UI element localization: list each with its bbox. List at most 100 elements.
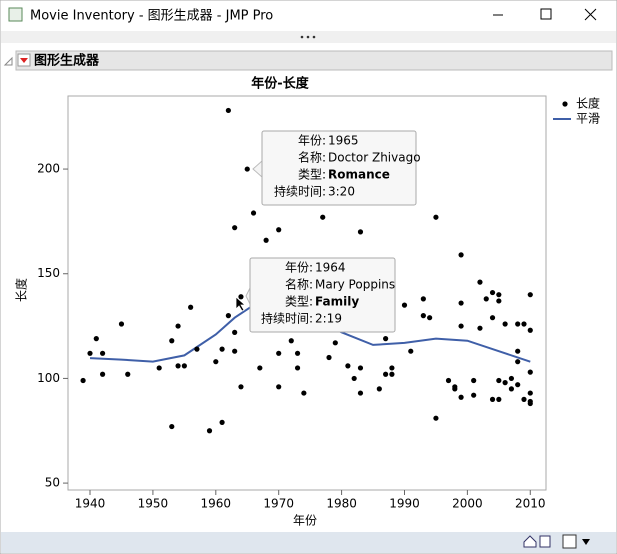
- point: [80, 377, 86, 384]
- tooltip: [249, 257, 396, 333]
- point: [320, 214, 326, 220]
- table-icon[interactable]: [539, 535, 551, 548]
- point: [383, 336, 389, 342]
- point: [471, 377, 477, 384]
- point: [483, 296, 489, 302]
- point: [527, 369, 533, 375]
- point: [194, 346, 200, 352]
- more-dots[interactable]: [300, 35, 316, 39]
- cursor: [235, 296, 247, 312]
- legend-label: 长度: [576, 96, 600, 111]
- point: [502, 321, 508, 327]
- x-tick-label: 1940: [75, 497, 106, 511]
- x-tick-label: 1980: [326, 497, 357, 511]
- tooltip-value: 1965: [328, 134, 359, 148]
- point: [169, 338, 175, 344]
- y-tick-label: 150: [37, 266, 60, 280]
- point: [389, 365, 395, 371]
- point: [125, 371, 131, 377]
- status-bar: [1, 532, 616, 553]
- point: [527, 292, 533, 298]
- x-tick-label: 1950: [138, 497, 169, 511]
- y-axis-label: 长度: [14, 278, 29, 302]
- view-box[interactable]: [562, 534, 577, 549]
- tooltip-value: Family: [315, 295, 359, 309]
- tooltip-label: 类型:: [298, 168, 326, 182]
- point: [489, 289, 496, 296]
- red-triangle[interactable]: [20, 58, 28, 63]
- y-tick-label: 100: [37, 371, 60, 385]
- point: [445, 377, 452, 384]
- point: [99, 371, 106, 377]
- point: [515, 382, 521, 388]
- y-tick-label: 50: [45, 476, 60, 490]
- legend-label: 平滑: [576, 112, 600, 126]
- point: [118, 321, 125, 327]
- point: [326, 354, 332, 361]
- point: [238, 384, 244, 390]
- point: [301, 390, 307, 396]
- point: [357, 229, 364, 235]
- point: [515, 348, 521, 354]
- x-tick-label: 2010: [515, 497, 546, 511]
- point: [332, 340, 338, 346]
- point: [213, 359, 219, 365]
- point: [351, 375, 357, 382]
- point: [232, 329, 238, 335]
- point: [169, 423, 175, 430]
- point: [496, 298, 502, 304]
- disclosure[interactable]: [3, 56, 13, 66]
- plot: 1940 1950 1960 1970 1980 1990 2000 2010 50 100 150…: [37, 107, 546, 511]
- home-icon[interactable]: [523, 535, 537, 548]
- y-tick-label: 200: [37, 162, 60, 176]
- point: [489, 315, 496, 321]
- point: [357, 365, 364, 371]
- close[interactable]: [584, 8, 597, 21]
- tooltip-label: 名称:: [298, 150, 326, 165]
- point: [175, 323, 181, 329]
- point: [232, 348, 238, 354]
- point: [181, 363, 187, 369]
- point: [527, 390, 533, 396]
- point: [383, 371, 389, 377]
- point: [276, 384, 282, 390]
- dropdown[interactable]: [582, 539, 590, 545]
- tooltip-label: 持续时间:: [274, 184, 326, 199]
- point: [433, 415, 439, 421]
- point: [433, 214, 439, 220]
- point: [225, 313, 231, 319]
- point: [225, 107, 231, 114]
- tooltip-label: 年份:: [298, 134, 326, 148]
- point: [477, 279, 483, 285]
- tooltip-value: 2:19: [315, 312, 342, 326]
- point: [458, 300, 464, 306]
- point: [408, 348, 414, 354]
- x-tick-label: 1970: [263, 497, 294, 511]
- point: [458, 323, 464, 329]
- point: [527, 327, 533, 333]
- point: [288, 338, 294, 344]
- point: [238, 294, 244, 300]
- point: [87, 350, 93, 356]
- tooltip-label: 名称:: [285, 277, 313, 292]
- point: [458, 394, 464, 400]
- point: [376, 386, 382, 392]
- point: [401, 302, 408, 308]
- maximize[interactable]: [540, 8, 552, 20]
- tooltip-value: Doctor Zhivago: [328, 151, 421, 165]
- point: [294, 365, 301, 371]
- point: [496, 377, 502, 384]
- point: [357, 390, 364, 396]
- point: [496, 292, 502, 298]
- chart-title: 年份-长度: [251, 76, 309, 92]
- app-icon: [8, 7, 23, 22]
- point: [420, 296, 426, 302]
- point: [496, 396, 502, 402]
- point: [244, 166, 250, 172]
- point: [219, 346, 225, 352]
- point: [515, 321, 521, 327]
- point: [527, 400, 533, 407]
